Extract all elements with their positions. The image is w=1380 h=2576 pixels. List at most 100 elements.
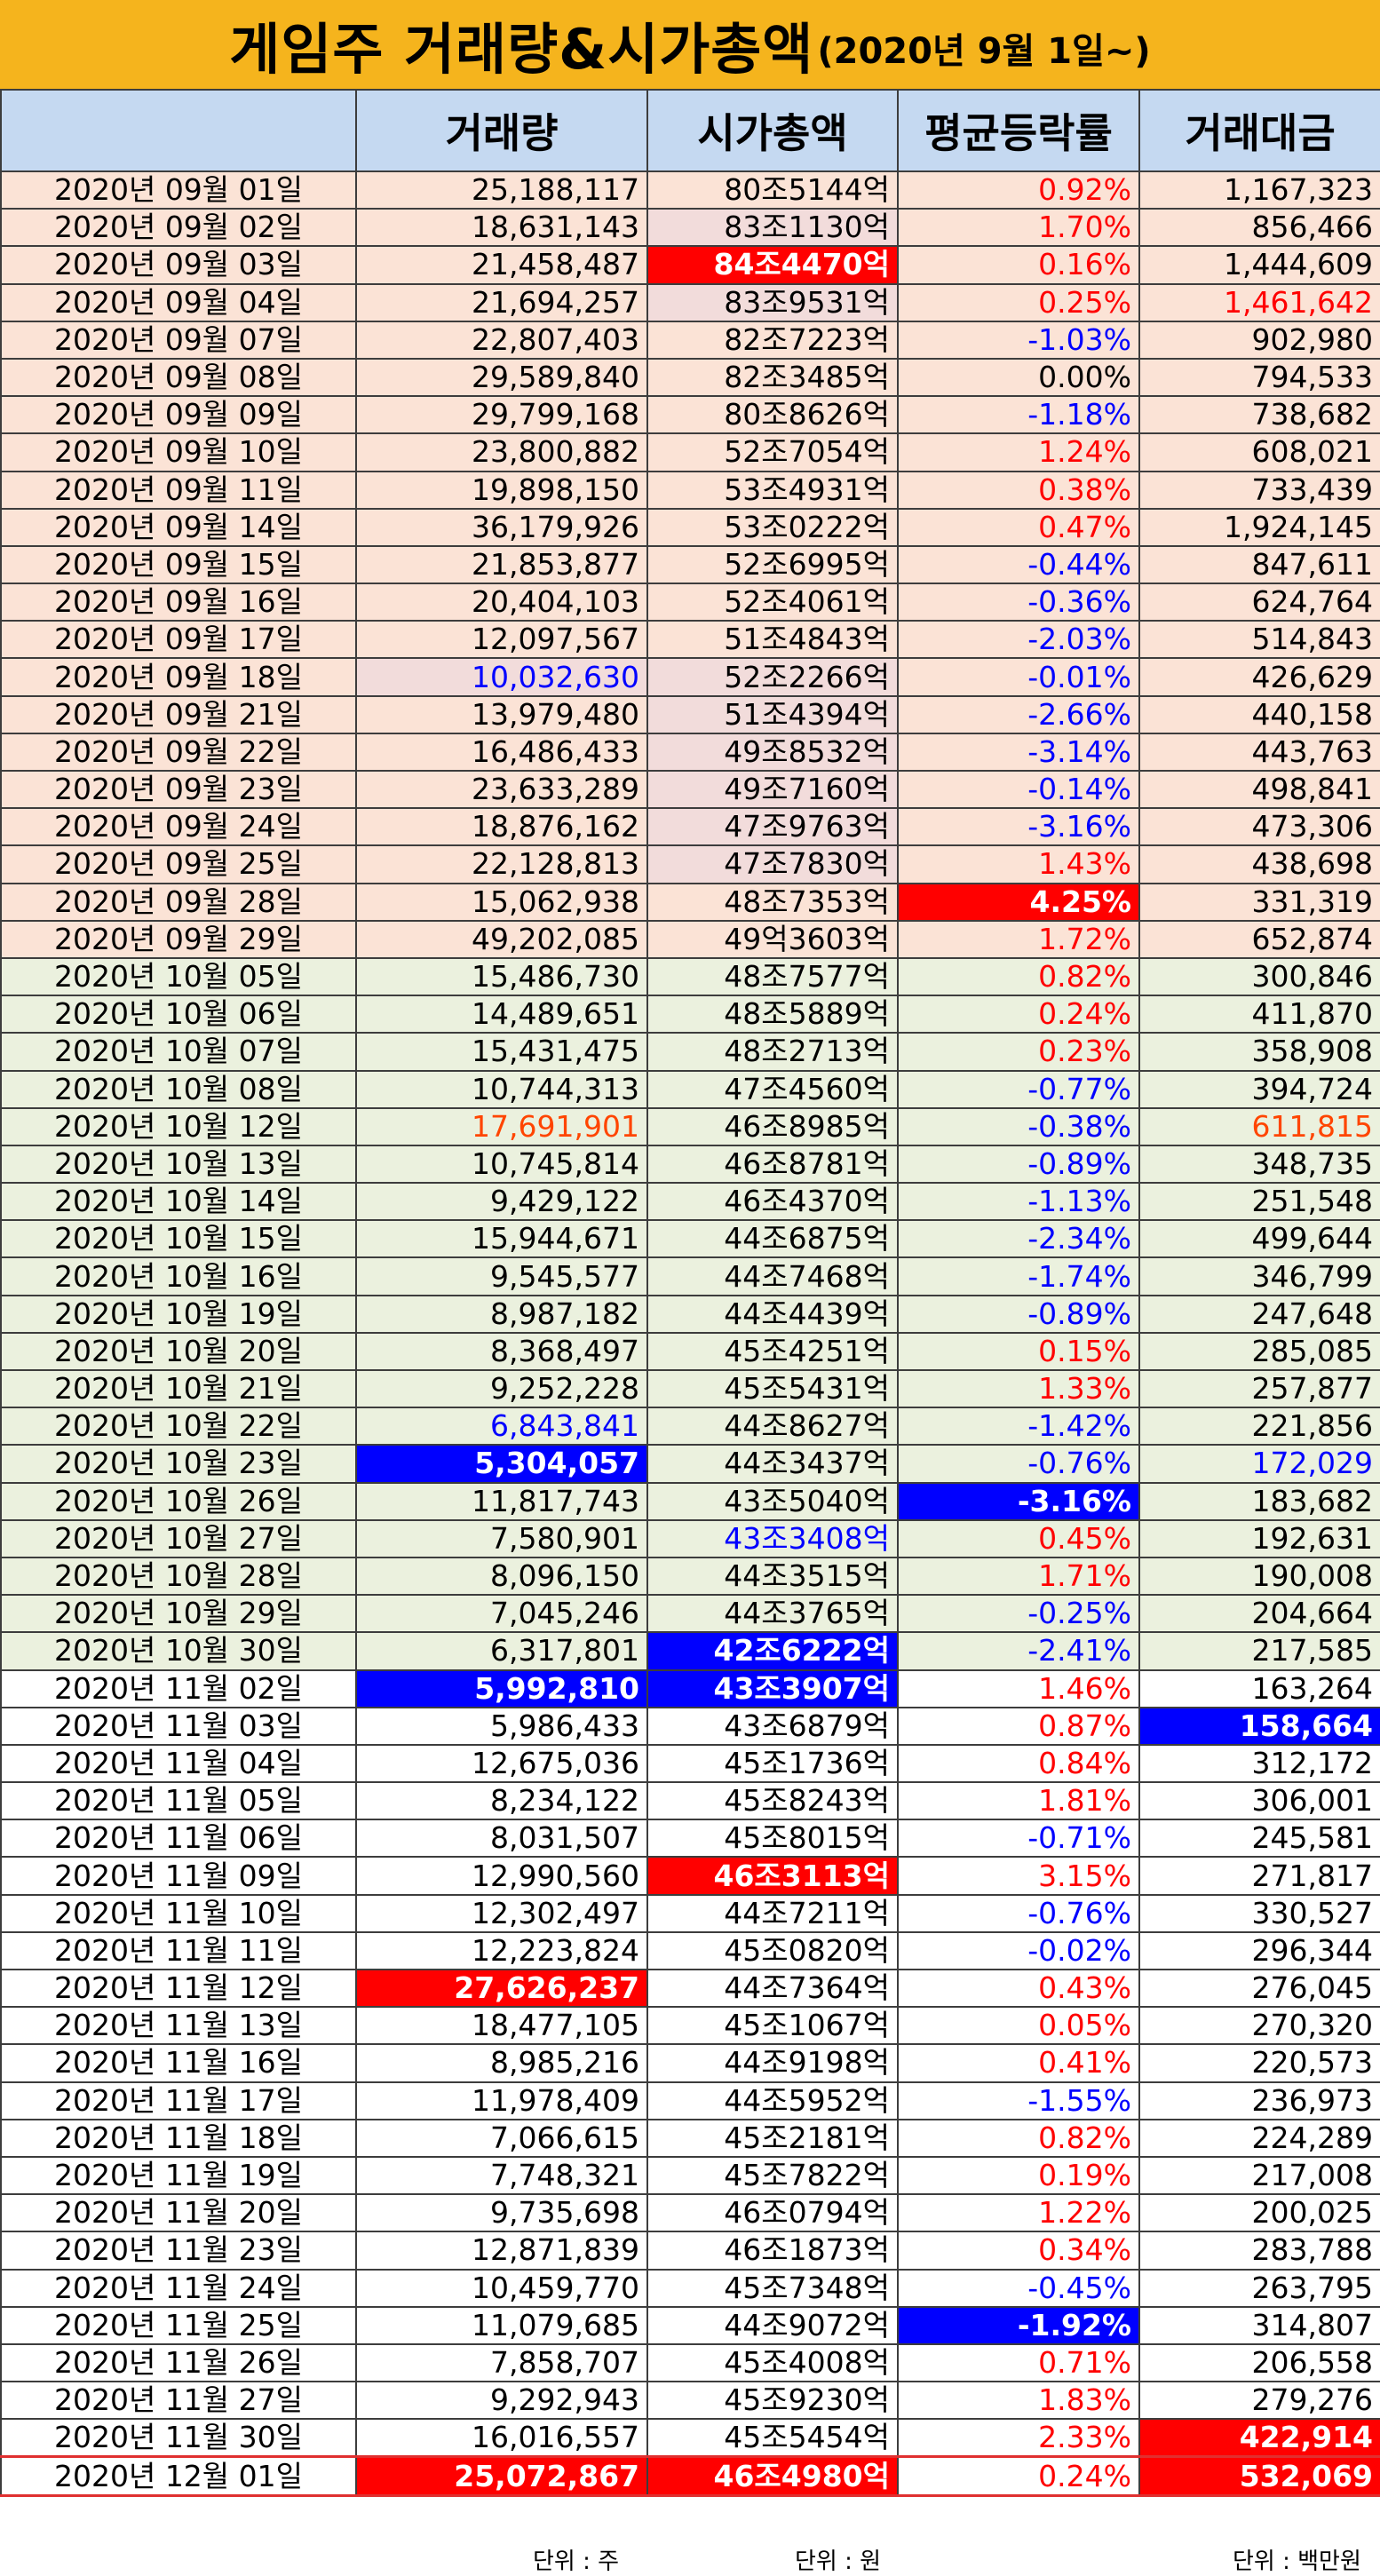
- cell-date: 2020년 09월 03일: [0, 245, 357, 285]
- cell-date: 2020년 09월 14일: [0, 507, 357, 547]
- cell-date: 2020년 09월 21일: [0, 694, 357, 734]
- cell-avg-change: 0.84%: [897, 1743, 1140, 1784]
- cell-market-cap: 47조9763억: [646, 807, 899, 847]
- cell-trading-value: 330,527: [1138, 1893, 1380, 1933]
- cell-avg-change: -1.74%: [897, 1256, 1140, 1296]
- cell-trading-value: 624,764: [1138, 583, 1380, 622]
- cell-date: 2020년 09월 17일: [0, 620, 357, 660]
- cell-trading-value: 270,320: [1138, 2006, 1380, 2046]
- table-row: 2020년 09월 03일 21,458,487 84조4470억 0.16% 1,44…: [0, 245, 1380, 285]
- cell-volume: 21,694,257: [355, 282, 648, 322]
- cell-date: 2020년 09월 15일: [0, 544, 357, 585]
- cell-trading-value: 245,581: [1138, 1819, 1380, 1859]
- cell-date: 2020년 11월 12일: [0, 1968, 357, 2009]
- cell-trading-value: 204,664: [1138, 1594, 1380, 1634]
- table-row: 2020년 11월 24일 10,459,770 45조7348억 -0.45% 263…: [0, 2268, 1380, 2308]
- cell-avg-change: 0.23%: [897, 1032, 1140, 1072]
- cell-market-cap: 53조0222억: [646, 507, 899, 547]
- cell-date: 2020년 10월 08일: [0, 1069, 357, 1109]
- cell-avg-change: -0.76%: [897, 1444, 1140, 1484]
- cell-market-cap: 45조8243억: [646, 1781, 899, 1821]
- cell-market-cap: 51조4394억: [646, 694, 899, 734]
- cell-trading-value: 422,914: [1138, 2418, 1380, 2458]
- cell-date: 2020년 10월 22일: [0, 1407, 357, 1447]
- table-row: 2020년 11월 09일 12,990,560 46조3113억 3.15% 271,…: [0, 1856, 1380, 1896]
- cell-date: 2020년 10월 20일: [0, 1331, 357, 1372]
- cell-market-cap: 82조3485억: [646, 357, 899, 398]
- table-row: 2020년 10월 30일 6,317,801 42조6222억 -2.41% 217,…: [0, 1631, 1380, 1671]
- cell-market-cap: 51조4843억: [646, 620, 899, 660]
- table-row: 2020년 11월 17일 11,978,409 44조5952억 -1.55% 236…: [0, 2081, 1380, 2120]
- cell-avg-change: 0.38%: [897, 470, 1140, 510]
- table-row: 2020년 11월 20일 9,735,698 46조0794억 1.22% 200,0…: [0, 2193, 1380, 2233]
- cell-date: 2020년 11월 06일: [0, 1819, 357, 1859]
- cell-avg-change: -0.71%: [897, 1819, 1140, 1859]
- cell-date: 2020년 11월 26일: [0, 2342, 357, 2383]
- cell-avg-change: -0.14%: [897, 769, 1140, 810]
- table-row: 2020년 11월 06일 8,031,507 45조8015억 -0.71% 245,…: [0, 1819, 1380, 1859]
- cell-avg-change: -2.41%: [897, 1631, 1140, 1671]
- cell-volume: 12,675,036: [355, 1743, 648, 1784]
- cell-trading-value: 172,029: [1138, 1444, 1380, 1484]
- table-row: 2020년 10월 15일 15,944,671 44조6875억 -2.34% 499…: [0, 1219, 1380, 1259]
- cell-avg-change: 1.33%: [897, 1368, 1140, 1409]
- cell-trading-value: 263,795: [1138, 2268, 1380, 2308]
- cell-trading-value: 220,573: [1138, 2043, 1380, 2083]
- table-row: 2020년 11월 12일 27,626,237 44조7364억 0.43% 276,…: [0, 1968, 1380, 2009]
- cell-volume: 8,031,507: [355, 1819, 648, 1859]
- cell-trading-value: 411,870: [1138, 995, 1380, 1034]
- cell-date: 2020년 10월 30일: [0, 1631, 357, 1671]
- cell-date: 2020년 11월 16일: [0, 2043, 357, 2083]
- cell-trading-value: 300,846: [1138, 956, 1380, 997]
- cell-market-cap: 43조3907억: [646, 1668, 899, 1708]
- table-row: 2020년 09월 16일 20,404,103 52조4061억 -0.36% 624…: [0, 583, 1380, 622]
- cell-volume: 6,317,801: [355, 1631, 648, 1671]
- cell-market-cap: 42조6222억: [646, 1631, 899, 1671]
- cell-date: 2020년 10월 16일: [0, 1256, 357, 1296]
- table-row: 2020년 10월 06일 14,489,651 48조5889억 0.24% 411,…: [0, 995, 1380, 1034]
- cell-date: 2020년 10월 27일: [0, 1518, 357, 1558]
- cell-volume: 8,368,497: [355, 1331, 648, 1372]
- table-row: 2020년 09월 15일 21,853,877 52조6995억 -0.44% 847…: [0, 544, 1380, 585]
- cell-date: 2020년 12월 01일: [0, 2455, 357, 2497]
- table-row: 2020년 11월 13일 18,477,105 45조1067억 0.05% 270,…: [0, 2006, 1380, 2046]
- cell-market-cap: 44조3437억: [646, 1444, 899, 1484]
- cell-volume: 9,545,577: [355, 1256, 648, 1296]
- cell-avg-change: 0.43%: [897, 1968, 1140, 2009]
- cell-market-cap: 44조8627억: [646, 1407, 899, 1447]
- cell-avg-change: 3.15%: [897, 1856, 1140, 1896]
- cell-volume: 22,807,403: [355, 320, 648, 360]
- table-row: 2020년 10월 23일 5,304,057 44조3437억 -0.76% 172,…: [0, 1444, 1380, 1484]
- table-row: 2020년 10월 27일 7,580,901 43조3408억 0.45% 192,6…: [0, 1518, 1380, 1558]
- table-row: 2020년 10월 21일 9,252,228 45조5431억 1.33% 257,8…: [0, 1368, 1380, 1409]
- cell-trading-value: 348,735: [1138, 1144, 1380, 1185]
- cell-volume: 9,252,228: [355, 1368, 648, 1409]
- cell-volume: 9,429,122: [355, 1182, 648, 1222]
- cell-date: 2020년 10월 12일: [0, 1106, 357, 1146]
- cell-date: 2020년 11월 03일: [0, 1706, 357, 1746]
- cell-volume: 12,302,497: [355, 1893, 648, 1933]
- table-row: 2020년 09월 07일 22,807,403 82조7223억 -1.03% 902…: [0, 320, 1380, 360]
- cell-volume: 19,898,150: [355, 470, 648, 510]
- cell-volume: 12,990,560: [355, 1856, 648, 1896]
- cell-trading-value: 1,461,642: [1138, 282, 1380, 322]
- cell-avg-change: -3.14%: [897, 732, 1140, 773]
- table-row: 2020년 10월 20일 8,368,497 45조4251억 0.15% 285,0…: [0, 1331, 1380, 1372]
- cell-avg-change: 0.25%: [897, 282, 1140, 322]
- cell-market-cap: 48조7577억: [646, 956, 899, 997]
- cell-market-cap: 46조1873억: [646, 2231, 899, 2271]
- cell-date: 2020년 09월 04일: [0, 282, 357, 322]
- header-market-cap: 시가총액: [646, 89, 899, 172]
- cell-market-cap: 49조8532억: [646, 732, 899, 773]
- cell-avg-change: 0.92%: [897, 170, 1140, 210]
- cell-avg-change: 1.71%: [897, 1556, 1140, 1597]
- cell-volume: 15,062,938: [355, 882, 648, 922]
- cell-date: 2020년 11월 10일: [0, 1893, 357, 1933]
- header-volume: 거래량: [355, 89, 648, 172]
- cell-avg-change: -1.42%: [897, 1407, 1140, 1447]
- cell-volume: 23,633,289: [355, 769, 648, 810]
- cell-trading-value: 794,533: [1138, 357, 1380, 398]
- cell-trading-value: 532,069: [1138, 2455, 1380, 2497]
- cell-volume: 22,128,813: [355, 844, 648, 884]
- cell-volume: 12,097,567: [355, 620, 648, 660]
